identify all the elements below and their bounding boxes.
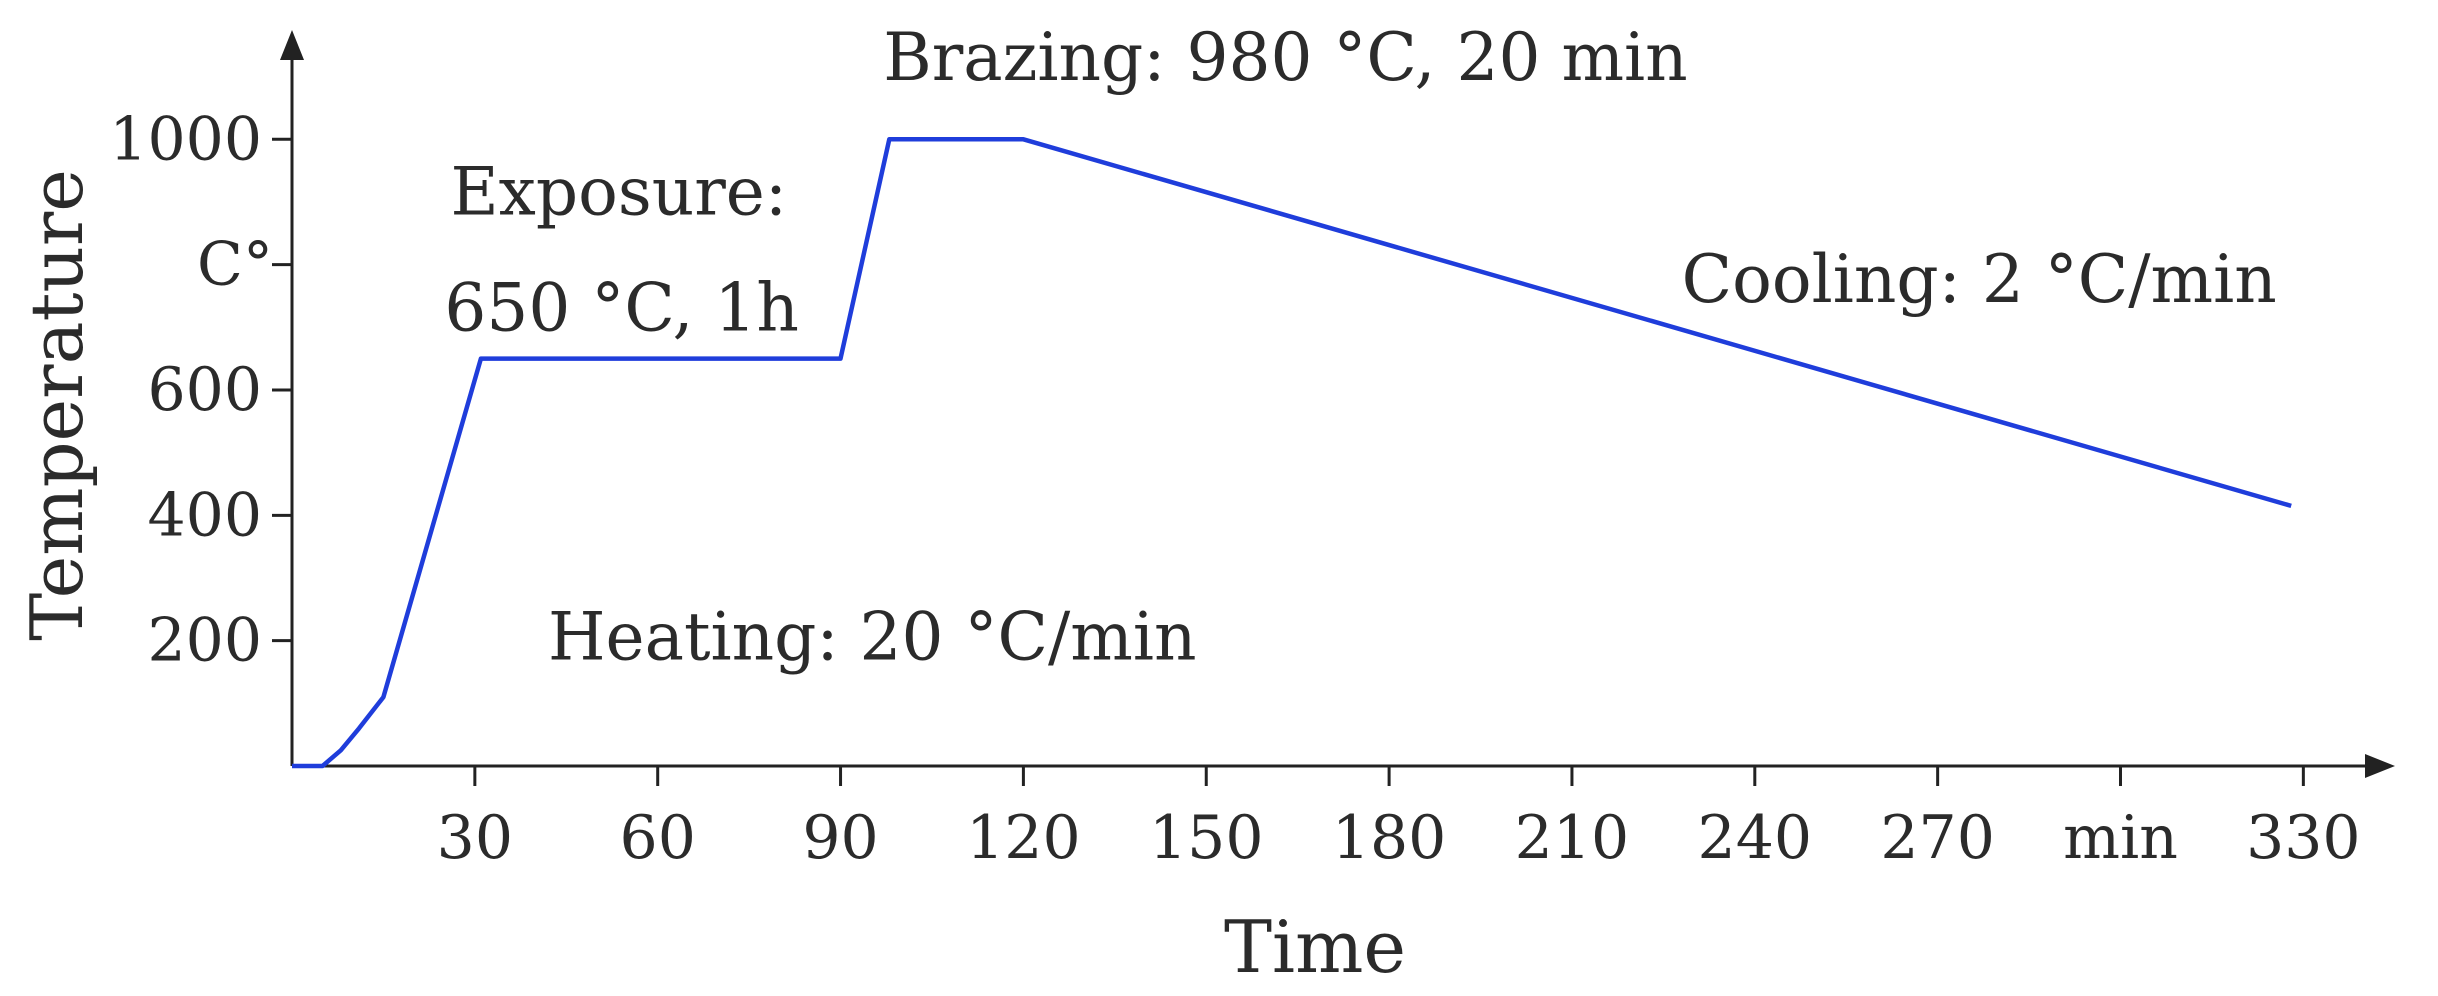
x-tick-label: 330 [2246,803,2361,873]
x-axis-title: Time [1224,905,1406,989]
ticks: 30 60 90 120 150 180 210 240 270 330 200 400 600 1000 [109,104,2360,873]
axes [280,30,2395,778]
x-axis-arrow [2365,754,2395,778]
x-tick-label: 60 [620,803,696,873]
annotation-label: Heating: 20 °C/min [548,598,1196,675]
x-tick-label: 180 [1332,803,1447,873]
x-tick-label: 120 [966,803,1081,873]
y-tick-label: 600 [147,355,262,425]
series-layer [292,137,2292,769]
x-tick-label: 210 [1515,803,1630,873]
y-axis-title: Temperature [15,169,99,641]
y-unit-label: C° [197,230,273,300]
annotation-label: 650 °C, 1h [444,269,799,346]
x-tick-label: 30 [437,803,513,873]
y-tick-label: 1000 [109,104,262,174]
y-tick-label: 400 [147,480,262,550]
x-tick-label: 150 [1149,803,1264,873]
x-tick-label: 90 [802,803,878,873]
temperature-series-line [292,137,2292,769]
annotation-label: Exposure: [450,154,787,231]
x-unit-label: min [2063,803,2178,873]
annotations: Heating: 20 °C/min Exposure: 650 °C, 1h Bra… [444,19,2276,676]
y-tick-label: 200 [147,606,262,676]
x-tick-label: 270 [1880,803,1995,873]
annotation-label: Cooling: 2 °C/min [1682,241,2277,318]
x-tick-label: 240 [1698,803,1813,873]
annotation-label: Brazing: 980 °C, 20 min [883,19,1687,96]
y-axis-arrow [280,30,304,60]
